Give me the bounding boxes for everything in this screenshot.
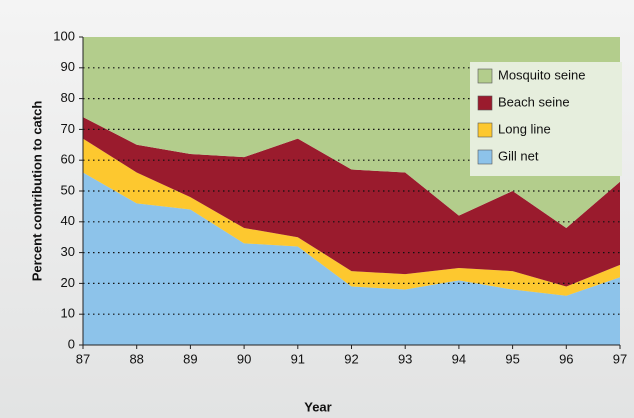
y-tick-label: 30: [61, 244, 75, 259]
y-tick-label: 100: [53, 28, 75, 43]
legend-swatch: [477, 122, 493, 138]
legend-swatch: [477, 95, 493, 111]
y-tick-label: 20: [61, 275, 75, 290]
x-tick-label: 94: [452, 351, 466, 366]
y-tick-label: 0: [68, 336, 75, 351]
y-tick-label: 40: [61, 213, 75, 228]
y-tick-label: 90: [61, 59, 75, 74]
x-tick-label: 89: [183, 351, 197, 366]
y-tick-label: 50: [61, 182, 75, 197]
legend-swatch: [477, 68, 493, 84]
x-tick-label: 91: [291, 351, 305, 366]
legend-label: Beach seine: [498, 94, 570, 109]
y-tick-label: 10: [61, 306, 75, 321]
legend-swatch: [477, 149, 493, 165]
x-tick-label: 87: [76, 351, 90, 366]
y-axis-label: Percent contribution to catch: [29, 101, 44, 282]
legend-label: Long line: [498, 121, 551, 136]
x-axis-label: Year: [304, 399, 331, 414]
legend-label: Mosquito seine: [498, 67, 585, 82]
x-tick-label: 97: [613, 351, 627, 366]
y-tick-label: 70: [61, 121, 75, 136]
x-tick-label: 93: [398, 351, 412, 366]
y-tick-label: 80: [61, 90, 75, 105]
x-tick-label: 88: [129, 351, 143, 366]
area: [83, 172, 620, 345]
legend-label: Gill net: [498, 148, 539, 163]
x-tick-label: 95: [505, 351, 519, 366]
y-tick-label: 60: [61, 152, 75, 167]
x-tick-label: 90: [237, 351, 251, 366]
area: [83, 117, 620, 287]
x-tick-label: 96: [559, 351, 573, 366]
legend-box: [470, 62, 622, 176]
x-tick-label: 92: [344, 351, 358, 366]
